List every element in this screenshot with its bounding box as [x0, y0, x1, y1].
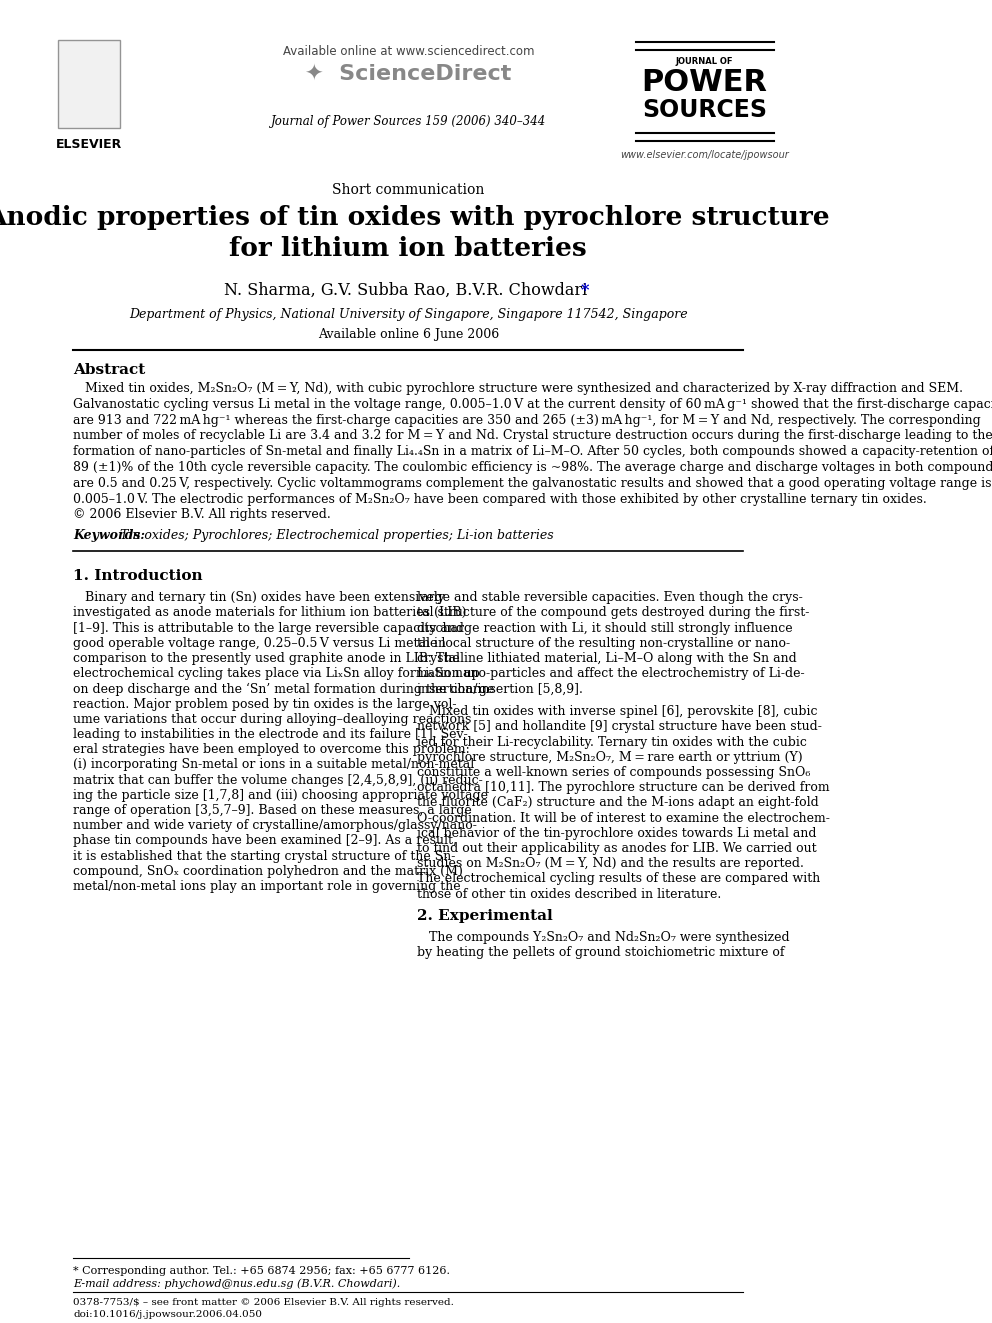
Text: N. Sharma, G.V. Subba Rao, B.V.R. Chowdari: N. Sharma, G.V. Subba Rao, B.V.R. Chowda…	[224, 282, 592, 299]
Text: The electrochemical cycling results of these are compared with: The electrochemical cycling results of t…	[418, 872, 820, 885]
Text: Available online 6 June 2006: Available online 6 June 2006	[317, 328, 499, 341]
Text: formation of nano-particles of Sn-metal and finally Li₄.₄Sn in a matrix of Li–M–: formation of nano-particles of Sn-metal …	[73, 446, 992, 458]
Text: Mixed tin oxides, M₂Sn₂O₇ (M = Y, Nd), with cubic pyrochlore structure were synt: Mixed tin oxides, M₂Sn₂O₇ (M = Y, Nd), w…	[73, 382, 963, 396]
Text: 1. Introduction: 1. Introduction	[73, 569, 203, 583]
Text: crystalline lithiated material, Li–M–O along with the Sn and: crystalline lithiated material, Li–M–O a…	[418, 652, 797, 665]
Text: [1–9]. This is attributable to the large reversible capacity and: [1–9]. This is attributable to the large…	[73, 622, 464, 635]
Text: LiₓSn nano-particles and affect the electrochemistry of Li-de-: LiₓSn nano-particles and affect the elec…	[418, 667, 805, 680]
Text: ✦  ScienceDirect: ✦ ScienceDirect	[306, 65, 512, 85]
Text: discharge reaction with Li, it should still strongly influence: discharge reaction with Li, it should st…	[418, 622, 793, 635]
Text: investigated as anode materials for lithium ion batteries (LIB): investigated as anode materials for lith…	[73, 606, 466, 619]
Text: reaction. Major problem posed by tin oxides is the large vol-: reaction. Major problem posed by tin oxi…	[73, 697, 456, 710]
Text: Short communication: Short communication	[332, 183, 484, 197]
Text: Abstract: Abstract	[73, 363, 146, 377]
Text: Keywords:: Keywords:	[73, 529, 145, 542]
Text: JOURNAL OF: JOURNAL OF	[676, 57, 733, 66]
Text: 89 (±1)% of the 10th cycle reversible capacity. The coulombic efficiency is ~98%: 89 (±1)% of the 10th cycle reversible ca…	[73, 460, 992, 474]
Text: © 2006 Elsevier B.V. All rights reserved.: © 2006 Elsevier B.V. All rights reserved…	[73, 508, 331, 521]
Text: leading to instabilities in the electrode and its failure [1]. Sev-: leading to instabilities in the electrod…	[73, 728, 468, 741]
Text: electrochemical cycling takes place via LiₓSn alloy formation up: electrochemical cycling takes place via …	[73, 667, 480, 680]
Text: 0378-7753/$ – see front matter © 2006 Elsevier B.V. All rights reserved.: 0378-7753/$ – see front matter © 2006 El…	[73, 1298, 454, 1307]
Text: ing the particle size [1,7,8] and (iii) choosing appropriate voltage: ing the particle size [1,7,8] and (iii) …	[73, 789, 488, 802]
Text: POWER: POWER	[642, 67, 768, 97]
Text: the fluorite (CaF₂) structure and the M-ions adapt an eight-fold: the fluorite (CaF₂) structure and the M-…	[418, 796, 819, 810]
Text: range of operation [3,5,7–9]. Based on these measures, a large: range of operation [3,5,7–9]. Based on t…	[73, 804, 472, 818]
Text: octahedra [10,11]. The pyrochlore structure can be derived from: octahedra [10,11]. The pyrochlore struct…	[418, 781, 830, 794]
Text: are 913 and 722 mA hg⁻¹ whereas the first-charge capacities are 350 and 265 (±3): are 913 and 722 mA hg⁻¹ whereas the firs…	[73, 414, 981, 426]
Text: The compounds Y₂Sn₂O₇ and Nd₂Sn₂O₇ were synthesized: The compounds Y₂Sn₂O₇ and Nd₂Sn₂O₇ were …	[418, 931, 790, 943]
Text: www.elsevier.com/locate/jpowsour: www.elsevier.com/locate/jpowsour	[620, 149, 789, 160]
Text: matrix that can buffer the volume changes [2,4,5,8,9], (ii) reduc-: matrix that can buffer the volume change…	[73, 774, 483, 787]
Text: eral strategies have been employed to overcome this problem:: eral strategies have been employed to ov…	[73, 744, 470, 757]
Text: pyrochlore structure, M₂Sn₂O₇, M = rare earth or yttrium (Y): pyrochlore structure, M₂Sn₂O₇, M = rare …	[418, 750, 803, 763]
Text: 2. Experimental: 2. Experimental	[418, 909, 553, 923]
Text: ied for their Li-recyclability. Ternary tin oxides with the cubic: ied for their Li-recyclability. Ternary …	[418, 736, 807, 749]
Text: Binary and ternary tin (Sn) oxides have been extensively: Binary and ternary tin (Sn) oxides have …	[73, 591, 445, 605]
Text: the local structure of the resulting non-crystalline or nano-: the local structure of the resulting non…	[418, 636, 791, 650]
Text: Galvanostatic cycling versus Li metal in the voltage range, 0.005–1.0 V at the c: Galvanostatic cycling versus Li metal in…	[73, 398, 992, 411]
Text: doi:10.1016/j.jpowsour.2006.04.050: doi:10.1016/j.jpowsour.2006.04.050	[73, 1310, 262, 1319]
Text: good operable voltage range, 0.25–0.5 V versus Li metal in: good operable voltage range, 0.25–0.5 V …	[73, 636, 446, 650]
Text: (i) incorporating Sn-metal or ions in a suitable metal/non-metal: (i) incorporating Sn-metal or ions in a …	[73, 758, 474, 771]
Text: by heating the pellets of ground stoichiometric mixture of: by heating the pellets of ground stoichi…	[418, 946, 785, 959]
Text: 0.005–1.0 V. The electrodic performances of M₂Sn₂O₇ have been compared with thos: 0.005–1.0 V. The electrodic performances…	[73, 492, 928, 505]
Text: network [5] and hollandite [9] crystal structure have been stud-: network [5] and hollandite [9] crystal s…	[418, 721, 822, 733]
Text: those of other tin oxides described in literature.: those of other tin oxides described in l…	[418, 888, 721, 901]
Text: Anodic properties of tin oxides with pyrochlore structure
for lithium ion batter: Anodic properties of tin oxides with pyr…	[0, 205, 830, 261]
Text: large and stable reversible capacities. Even though the crys-: large and stable reversible capacities. …	[418, 591, 803, 605]
Text: Department of Physics, National University of Singapore, Singapore 117542, Singa: Department of Physics, National Universi…	[129, 308, 687, 321]
Text: ELSEVIER: ELSEVIER	[56, 138, 122, 151]
Bar	[59, 40, 120, 128]
Text: * Corresponding author. Tel.: +65 6874 2956; fax: +65 6777 6126.: * Corresponding author. Tel.: +65 6874 2…	[73, 1266, 450, 1275]
Text: to find out their applicability as anodes for LIB. We carried out: to find out their applicability as anode…	[418, 841, 816, 855]
Text: compound, SnOₓ coordination polyhedron and the matrix (M): compound, SnOₓ coordination polyhedron a…	[73, 865, 463, 877]
Text: O-coordination. It will be of interest to examine the electrochem-: O-coordination. It will be of interest t…	[418, 811, 830, 824]
Text: metal/non-metal ions play an important role in governing the: metal/non-metal ions play an important r…	[73, 880, 461, 893]
Text: number and wide variety of crystalline/amorphous/glassy/nano-: number and wide variety of crystalline/a…	[73, 819, 477, 832]
Text: Mixed tin oxides with inverse spinel [6], perovskite [8], cubic: Mixed tin oxides with inverse spinel [6]…	[418, 705, 817, 718]
Text: phase tin compounds have been examined [2–9]. As a result,: phase tin compounds have been examined […	[73, 835, 457, 848]
Text: insertion/insertion [5,8,9].: insertion/insertion [5,8,9].	[418, 683, 583, 696]
Text: Available online at www.sciencedirect.com: Available online at www.sciencedirect.co…	[283, 45, 534, 58]
Text: number of moles of recyclable Li are 3.4 and 3.2 for M = Y and Nd. Crystal struc: number of moles of recyclable Li are 3.4…	[73, 430, 992, 442]
Text: comparison to the presently used graphite anode in LIB. The: comparison to the presently used graphit…	[73, 652, 460, 665]
Text: on deep discharge and the ‘Sn’ metal formation during the charge: on deep discharge and the ‘Sn’ metal for…	[73, 683, 495, 696]
Text: E-mail address: phychowd@nus.edu.sg (B.V.R. Chowdari).: E-mail address: phychowd@nus.edu.sg (B.V…	[73, 1278, 401, 1289]
Text: constitute a well-known series of compounds possessing SnO₆: constitute a well-known series of compou…	[418, 766, 810, 779]
Text: Tin oxides; Pyrochlores; Electrochemical properties; Li-ion batteries: Tin oxides; Pyrochlores; Electrochemical…	[112, 529, 554, 542]
Text: ume variations that occur during alloying–dealloying reactions: ume variations that occur during alloyin…	[73, 713, 471, 726]
Text: SOURCES: SOURCES	[642, 98, 767, 122]
Text: ical behavior of the tin-pyrochlore oxides towards Li metal and: ical behavior of the tin-pyrochlore oxid…	[418, 827, 816, 840]
Text: studies on M₂Sn₂O₇ (M = Y, Nd) and the results are reported.: studies on M₂Sn₂O₇ (M = Y, Nd) and the r…	[418, 857, 805, 871]
Text: *: *	[580, 282, 588, 299]
Text: Journal of Power Sources 159 (2006) 340–344: Journal of Power Sources 159 (2006) 340–…	[271, 115, 546, 128]
Text: are 0.5 and 0.25 V, respectively. Cyclic voltammograms complement the galvanosta: are 0.5 and 0.25 V, respectively. Cyclic…	[73, 476, 992, 490]
Text: it is established that the starting crystal structure of the Sn-: it is established that the starting crys…	[73, 849, 455, 863]
Text: tal structure of the compound gets destroyed during the first-: tal structure of the compound gets destr…	[418, 606, 809, 619]
